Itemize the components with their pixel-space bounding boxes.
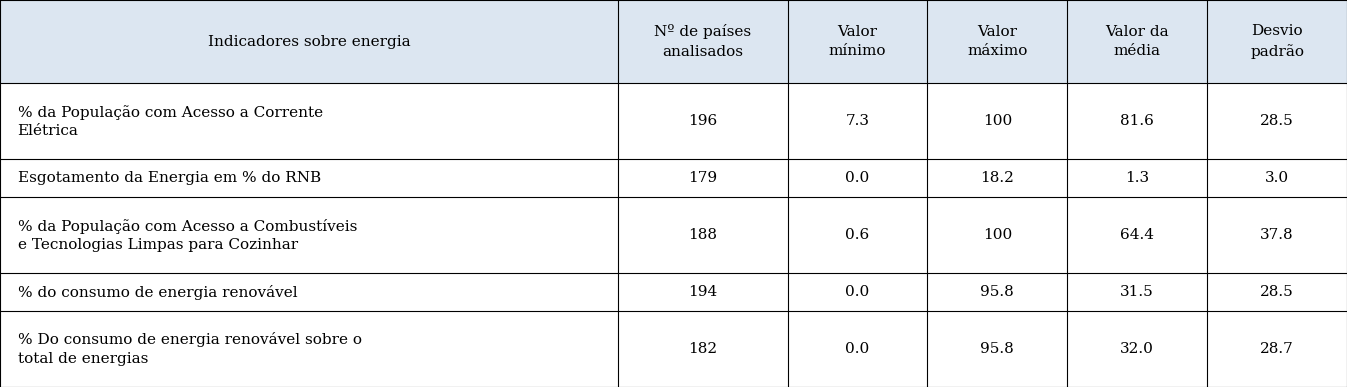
Text: 1.3: 1.3 (1125, 171, 1149, 185)
Text: 81.6: 81.6 (1121, 115, 1154, 128)
Text: 0.0: 0.0 (846, 342, 870, 356)
Text: 28.5: 28.5 (1261, 115, 1294, 128)
Text: 95.8: 95.8 (981, 342, 1014, 356)
Text: 188: 188 (688, 228, 718, 242)
Text: 100: 100 (983, 115, 1012, 128)
Text: 179: 179 (688, 171, 718, 185)
Text: 28.5: 28.5 (1261, 285, 1294, 299)
Text: % da População com Acesso a Combustíveis
e Tecnologias Limpas para Cozinhar: % da População com Acesso a Combustíveis… (18, 219, 357, 252)
Text: 31.5: 31.5 (1121, 285, 1154, 299)
Bar (0, 0, 1347, 84)
Text: Valor da
média: Valor da média (1106, 25, 1169, 58)
Text: 182: 182 (688, 342, 718, 356)
Text: % da População com Acesso a Corrente
Elétrica: % da População com Acesso a Corrente Elé… (18, 105, 323, 138)
Text: Valor
máximo: Valor máximo (967, 25, 1028, 58)
Text: 0.6: 0.6 (846, 228, 870, 242)
Text: 196: 196 (688, 115, 718, 128)
Text: 28.7: 28.7 (1261, 342, 1294, 356)
Text: 0.0: 0.0 (846, 285, 870, 299)
Text: 0.0: 0.0 (846, 171, 870, 185)
Text: Desvio
padrão: Desvio padrão (1250, 24, 1304, 59)
Text: 194: 194 (688, 285, 718, 299)
Text: 37.8: 37.8 (1261, 228, 1294, 242)
Text: Nº de países
analisados: Nº de países analisados (655, 24, 752, 59)
Text: 100: 100 (983, 228, 1012, 242)
Text: 3.0: 3.0 (1265, 171, 1289, 185)
Text: 7.3: 7.3 (846, 115, 870, 128)
Text: Esgotamento da Energia em % do RNB: Esgotamento da Energia em % do RNB (18, 171, 321, 185)
Text: 18.2: 18.2 (981, 171, 1014, 185)
Text: 32.0: 32.0 (1121, 342, 1154, 356)
Text: 95.8: 95.8 (981, 285, 1014, 299)
Text: % Do consumo de energia renovável sobre o
total de energias: % Do consumo de energia renovável sobre … (18, 332, 361, 366)
Text: Indicadores sobre energia: Indicadores sobre energia (207, 35, 411, 49)
Text: % do consumo de energia renovável: % do consumo de energia renovável (18, 285, 298, 300)
Text: 64.4: 64.4 (1121, 228, 1154, 242)
Text: Valor
mínimo: Valor mínimo (828, 25, 886, 58)
